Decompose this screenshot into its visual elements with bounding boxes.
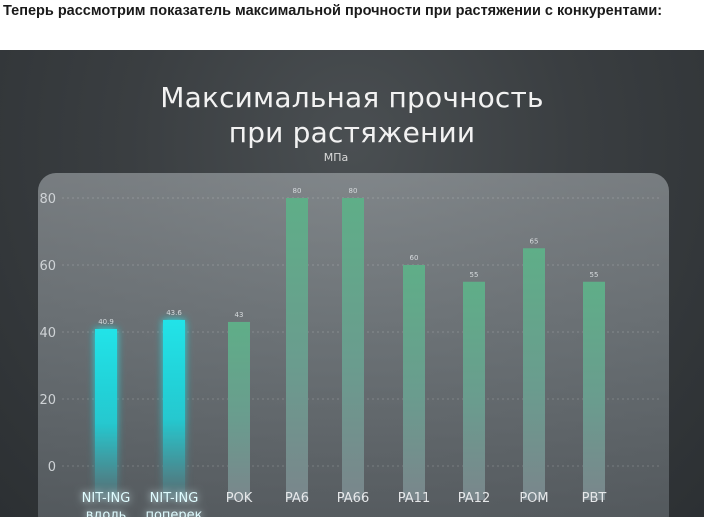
y-tick-label: 60 [39,259,56,274]
x-tick-label-line: PA66 [337,491,369,506]
x-tick-label: PA6 [285,491,309,506]
bar-pa66 [342,198,364,500]
y-tick-label: 20 [39,393,56,408]
data-label: 60 [410,254,419,262]
x-tick-label-line: PA6 [285,491,309,506]
chart-title: Максимальная прочность при растяжении [0,80,704,150]
data-label: 80 [293,187,302,195]
x-tick-label: PBT [582,491,607,506]
x-tick-label-line: PA11 [398,491,430,506]
x-tick-label-line: поперек [145,508,202,517]
bar-pbt [583,281,605,500]
bar-chart: 0 20 40 60 80 40.9 NIT-ING вдоль 43.6 NIT-ING попе… [38,173,669,517]
x-tick-label: POK [226,491,253,506]
y-tick-label: 0 [48,460,56,475]
data-label: 55 [470,271,479,279]
x-tick-label-line: вдоль [86,508,127,517]
x-tick-label: NIT-ING вдоль [82,491,131,517]
bar-pok [228,321,250,500]
page-heading: Теперь рассмотрим показатель максимально… [3,3,663,19]
x-tick-label: POM [519,491,548,506]
chart-title-line2: при растяжении [228,116,476,149]
data-label: 80 [349,187,358,195]
y-tick-label: 40 [39,326,56,341]
data-label: 43.6 [166,309,182,317]
data-label: 65 [530,237,539,245]
x-tick-label-line: POK [226,491,253,506]
x-tick-label-line: NIT-ING [150,491,199,506]
data-label: 40.9 [98,318,114,326]
data-label: 55 [590,271,599,279]
x-tick-label: PA66 [337,491,369,506]
x-tick-label-line: POM [519,491,548,506]
bar-pom [523,248,545,500]
chart-slide: Максимальная прочность при растяжении МП… [0,50,704,517]
x-tick-label-line: PA12 [458,491,490,506]
x-tick-label: PA12 [458,491,490,506]
chart-title-line1: Максимальная прочность [160,81,544,114]
bar-nit-ing-вдоль [95,328,117,500]
x-tick-label: PA11 [398,491,430,506]
bar-pa6 [286,198,308,500]
x-tick-label-line: PBT [582,491,607,506]
x-tick-label-line: NIT-ING [82,491,131,506]
x-tick-label: NIT-ING поперек [145,491,202,517]
data-label: 43 [235,311,244,319]
bar-pa11 [403,265,425,500]
bar-pa12 [463,281,485,500]
y-axis-unit: МПа [323,151,349,164]
y-tick-label: 80 [39,192,56,207]
bar-nit-ing-поперек [163,319,185,500]
